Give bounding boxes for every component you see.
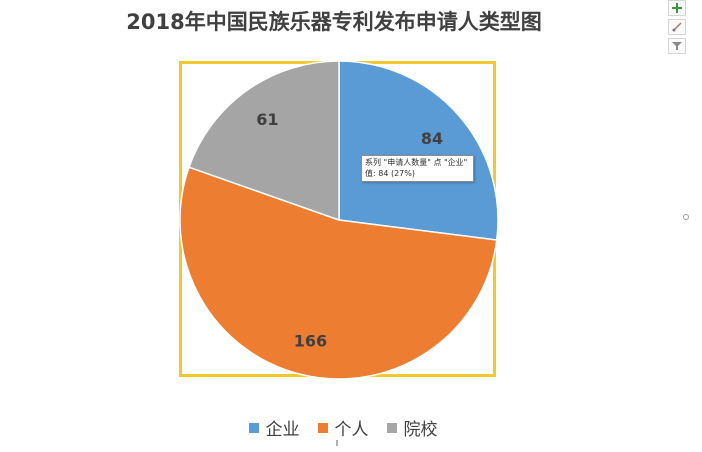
resize-handle-bottom[interactable] [336, 440, 338, 446]
brush-icon [672, 22, 682, 32]
chart-legend: 企业 个人 院校 [0, 415, 686, 440]
pie-slice-yuanxiao[interactable] [188, 60, 340, 222]
legend-swatch-geren [317, 422, 328, 433]
data-label-qiye: 84 [421, 129, 443, 148]
legend-item-qiye[interactable]: 企业 [248, 415, 300, 440]
chart-title: 2018年中国民族乐器专利发布申请人类型图 [126, 10, 542, 34]
legend-item-yuanxiao[interactable]: 院校 [386, 415, 438, 440]
chart-filters-button[interactable] [668, 38, 686, 54]
resize-handle[interactable] [683, 214, 689, 220]
legend-label-qiye: 企业 [265, 420, 300, 440]
chart-toolbar [668, 0, 688, 57]
legend-item-geren[interactable]: 个人 [317, 415, 369, 440]
data-label-geren: 166 [294, 332, 327, 351]
plus-icon [672, 3, 682, 13]
legend-swatch-yuanxiao [386, 422, 397, 433]
tooltip-value-line: 值: 84 (27%) [365, 169, 415, 178]
data-point-tooltip: 系列 "申请人数量" 点 "企业" 值: 84 (27%) [361, 155, 475, 182]
filter-icon [672, 42, 682, 50]
legend-label-yuanxiao: 院校 [403, 420, 438, 440]
tooltip-series-line: 系列 "申请人数量" 点 "企业" [365, 158, 468, 167]
legend-swatch-qiye [248, 422, 259, 433]
chart-elements-button[interactable] [668, 0, 686, 16]
pie-slice-geren[interactable] [179, 166, 498, 380]
legend-label-geren: 个人 [334, 420, 369, 440]
chart-styles-button[interactable] [668, 19, 686, 35]
data-label-yuanxiao: 61 [256, 110, 278, 129]
pie-slice-qiye[interactable] [338, 60, 499, 241]
